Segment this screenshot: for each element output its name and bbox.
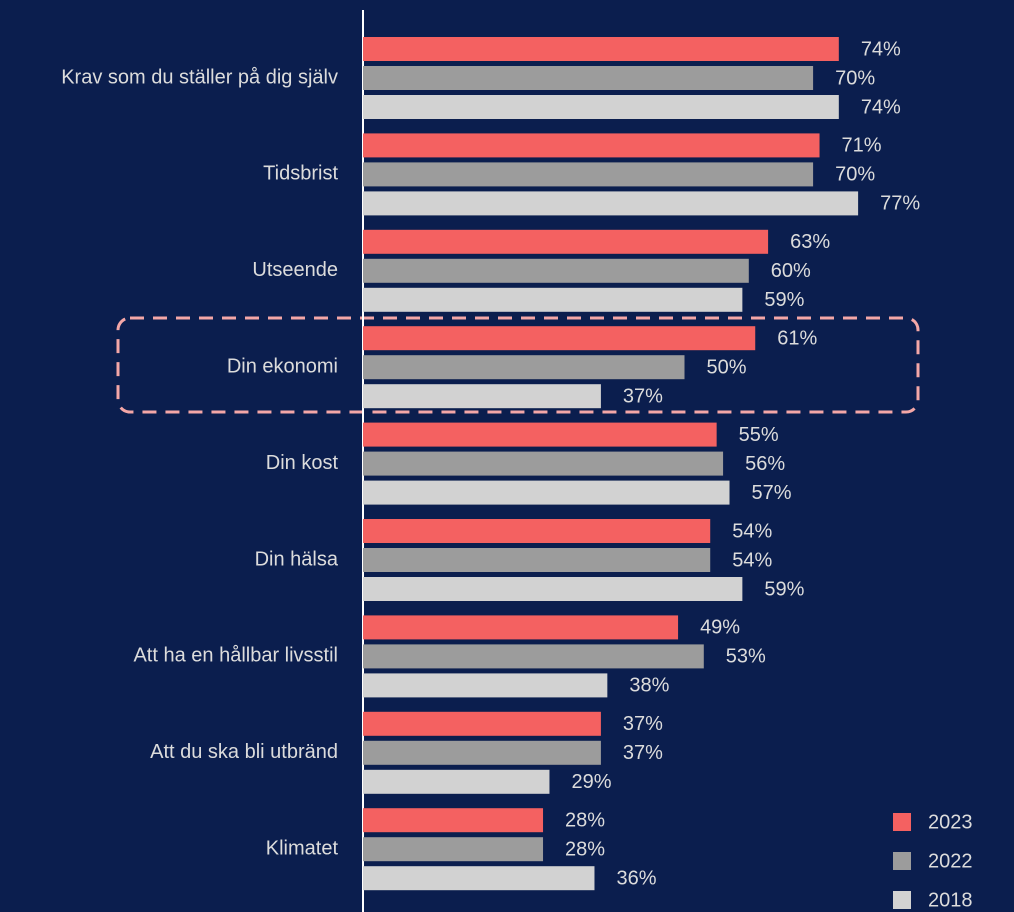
value-label: 49%	[700, 617, 740, 639]
bar	[363, 615, 679, 640]
value-label: 37%	[623, 385, 663, 407]
bar	[363, 740, 601, 765]
bar	[363, 548, 711, 572]
bar	[363, 422, 717, 447]
value-label: 59%	[764, 289, 804, 311]
bar	[363, 451, 724, 476]
bar	[363, 66, 814, 90]
bar	[363, 191, 859, 216]
value-label: 70%	[835, 164, 875, 186]
value-label: 37%	[623, 742, 663, 764]
bar	[363, 577, 743, 601]
bar	[363, 644, 704, 669]
category-label: Att du ska bli utbränd	[150, 741, 338, 763]
legend-swatch	[893, 852, 911, 870]
value-label: 59%	[764, 578, 804, 600]
bar	[363, 384, 601, 409]
legend-swatch	[893, 813, 911, 831]
category-label: Din kost	[266, 452, 339, 474]
bar	[363, 769, 550, 794]
bar	[363, 37, 839, 61]
value-label: 57%	[752, 482, 792, 504]
bar	[363, 808, 544, 833]
bar	[363, 258, 749, 283]
value-label: 28%	[565, 838, 605, 860]
bar	[363, 519, 711, 543]
category-label: Krav som du ställer på dig själv	[61, 66, 338, 88]
value-label: 70%	[835, 67, 875, 89]
category-label: Att ha en hållbar livsstil	[133, 645, 338, 667]
bar	[363, 162, 814, 187]
bar	[363, 133, 820, 158]
value-label: 55%	[739, 424, 779, 446]
value-label: 74%	[861, 96, 901, 118]
bar	[363, 326, 756, 351]
value-label: 37%	[623, 713, 663, 735]
bar	[363, 673, 608, 698]
value-label: 60%	[771, 260, 811, 282]
legend-swatch	[893, 891, 911, 909]
highlight-box	[116, 316, 920, 414]
value-label: 54%	[732, 520, 772, 542]
bar	[363, 95, 839, 119]
bar	[363, 287, 743, 312]
bar	[363, 229, 769, 254]
value-label: 61%	[777, 327, 817, 349]
category-label: Din hälsa	[255, 548, 339, 570]
value-label: 36%	[616, 867, 656, 889]
value-label: 29%	[571, 771, 611, 793]
bar	[363, 711, 601, 736]
legend-label: 2022	[928, 850, 973, 872]
legend-label: 2018	[928, 889, 973, 911]
legend-label: 2023	[928, 811, 973, 833]
value-label: 50%	[707, 356, 747, 378]
value-label: 53%	[726, 646, 766, 668]
value-label: 63%	[790, 231, 830, 253]
bar	[363, 480, 730, 505]
bar	[363, 837, 544, 862]
category-label: Utseende	[252, 259, 338, 281]
category-label: Klimatet	[266, 837, 339, 859]
value-label: 56%	[745, 453, 785, 475]
bar	[363, 355, 685, 380]
value-label: 38%	[629, 675, 669, 697]
category-label: Tidsbrist	[263, 163, 338, 185]
value-label: 28%	[565, 809, 605, 831]
value-label: 71%	[842, 135, 882, 157]
value-label: 74%	[861, 38, 901, 60]
category-label: Din ekonomi	[227, 355, 338, 377]
value-label: 77%	[880, 193, 920, 215]
value-label: 54%	[732, 549, 772, 571]
bar	[363, 866, 595, 891]
